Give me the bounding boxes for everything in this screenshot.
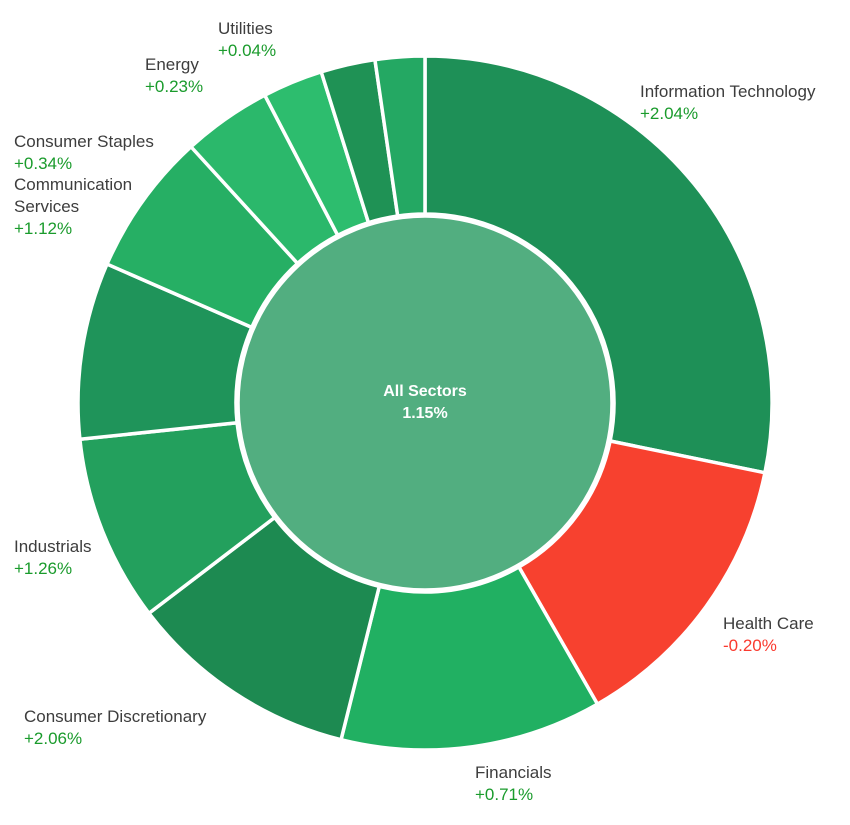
donut-center-hub[interactable] (236, 214, 614, 592)
callout-financials: Financials +0.71% (475, 762, 552, 806)
callout-energy: Energy +0.23% (145, 54, 203, 98)
segment-consumer-staples[interactable] (105, 145, 300, 330)
sector-name: Health Care (723, 614, 814, 633)
sector-name: Consumer Staples (14, 132, 154, 151)
sector-name: Energy (145, 55, 199, 74)
sector-change: +0.71% (475, 785, 534, 804)
sector-change: +0.23% (145, 77, 204, 96)
callout-industrials: Industrials +1.26% (14, 536, 91, 580)
sector-change: +0.04% (218, 41, 277, 60)
sector-change: +2.06% (24, 729, 83, 748)
sector-name: Industrials (14, 537, 92, 556)
callout-information-technology: Information Technology +2.04% (640, 81, 815, 125)
sector-change: +1.12% (14, 219, 73, 238)
donut-center-label: All Sectors 1.15% (383, 381, 467, 425)
segment-communication-services[interactable] (76, 262, 254, 442)
sector-name: Information Technology (640, 82, 816, 101)
sector-name: Financials (475, 763, 552, 782)
segment-health-care[interactable] (517, 439, 767, 706)
callout-health-care: Health Care -0.20% (723, 613, 814, 657)
sector-name: Consumer Discretionary (24, 707, 207, 726)
segment-industrials[interactable] (78, 421, 277, 616)
sector-change: +2.04% (640, 104, 699, 123)
segment-consumer-discretionary[interactable] (147, 515, 382, 742)
segment-unlabeled[interactable] (373, 54, 427, 218)
segment-information-technology[interactable] (423, 54, 774, 475)
callout-utilities: Utilities +0.04% (218, 18, 276, 62)
sector-change: -0.20% (723, 636, 777, 655)
center-value: 1.15% (402, 405, 448, 422)
segment-financials[interactable] (339, 565, 600, 752)
sector-name: Communication Services (14, 175, 133, 216)
sector-name: Utilities (218, 19, 273, 38)
callout-consumer-staples: Consumer Staples +0.34% (14, 131, 154, 175)
sector-change: +0.34% (14, 154, 73, 173)
callout-consumer-discretionary: Consumer Discretionary +2.06% (24, 706, 206, 750)
callout-communication-services: Communication Services +1.12% (14, 174, 164, 240)
sector-change: +1.26% (14, 559, 73, 578)
center-title: All Sectors (383, 383, 467, 400)
